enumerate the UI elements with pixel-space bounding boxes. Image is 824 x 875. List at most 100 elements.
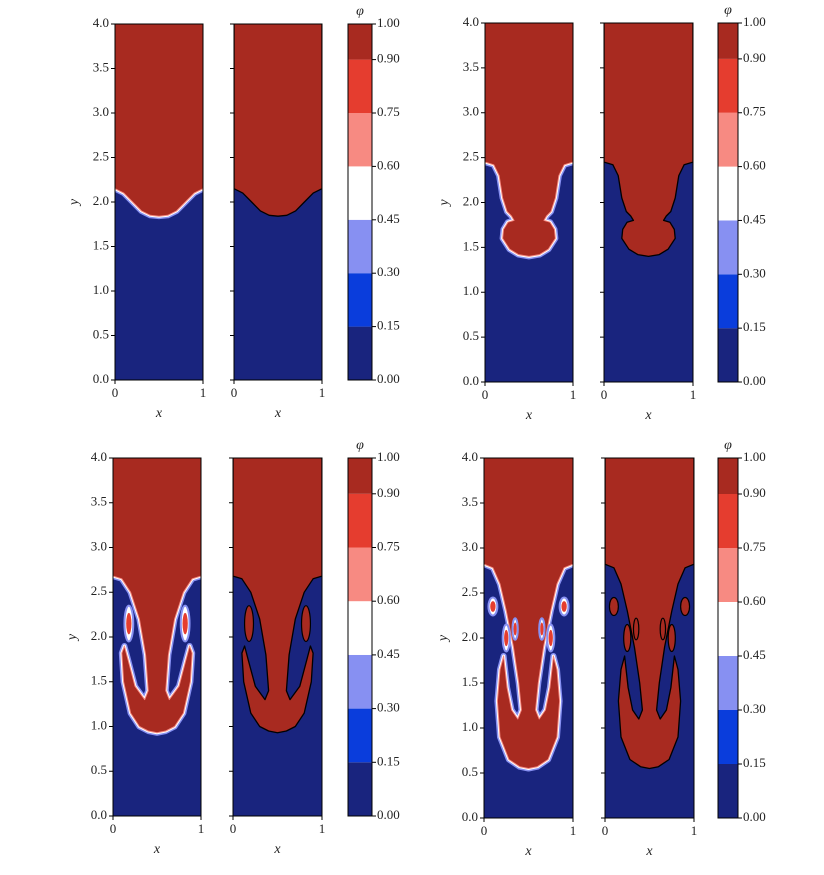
y-tick-label: 4.0	[93, 15, 109, 30]
y-tick-label: 1.5	[93, 237, 109, 252]
x-tick-label: 0	[110, 821, 117, 836]
colorbar-level	[348, 458, 372, 494]
y-tick-label: 3.0	[463, 104, 479, 119]
colorbar-tick-label: 0.00	[743, 373, 766, 388]
x-axis-label: x	[155, 406, 163, 421]
x-tick-label: 0	[482, 387, 489, 402]
droplet	[243, 605, 255, 643]
light-fluid	[233, 458, 322, 734]
colorbar-level	[348, 547, 372, 602]
colorbar-tick-label: 0.60	[377, 157, 400, 172]
x-tick-label: 0	[602, 823, 609, 838]
colorbar-tick-label: 0.60	[743, 158, 766, 173]
y-tick-label: 1.5	[462, 674, 478, 689]
y-axis-label: y	[65, 633, 80, 642]
colorbar-tick-label: 0.90	[743, 485, 766, 500]
colorbar-label: φ	[356, 438, 364, 453]
y-tick-label: 2.0	[91, 628, 107, 643]
x-axis-label: x	[645, 844, 653, 859]
colorbar-tick-label: 1.00	[743, 449, 766, 464]
colorbar-tick-label: 0.30	[377, 264, 400, 279]
colorbar-tick-label: 0.90	[377, 51, 400, 66]
x-axis-label: x	[153, 842, 161, 857]
colorbar-tick-label: 0.15	[743, 755, 766, 770]
colorbar-frame	[717, 22, 739, 383]
field	[113, 458, 201, 816]
x-tick-label: 1	[570, 823, 577, 838]
colorbar-level	[348, 762, 372, 816]
light-fluid	[604, 23, 693, 258]
colorbar-level	[348, 273, 372, 327]
light-fluid	[485, 23, 573, 257]
colorbar-level	[718, 23, 738, 59]
x-tick-label: 0	[112, 385, 119, 400]
y-tick-label: 0.0	[463, 373, 479, 388]
y-tick-label: 0.0	[91, 807, 107, 822]
x-tick-label: 1	[570, 387, 577, 402]
colorbar-level	[718, 656, 738, 710]
y-tick-label: 1.0	[91, 717, 107, 732]
x-tick-label: 1	[200, 385, 207, 400]
x-axis-label: x	[273, 842, 281, 857]
droplet	[126, 612, 132, 635]
y-tick-label: 2.5	[93, 148, 109, 163]
droplet	[623, 623, 632, 653]
droplet	[548, 629, 553, 647]
colorbar-level	[348, 708, 372, 763]
x-axis-label: x	[525, 408, 533, 423]
y-tick-label: 2.0	[93, 193, 109, 208]
y-tick-label: 0.0	[93, 371, 109, 386]
colorbar-tick-label: 0.75	[377, 538, 400, 553]
droplet	[659, 617, 667, 641]
colorbar-tick-label: 0.60	[743, 593, 766, 608]
light-fluid	[484, 458, 573, 769]
colorbar-level	[348, 654, 372, 709]
field	[115, 24, 203, 380]
colorbar-tick-label: 0.30	[377, 700, 400, 715]
x-tick-label: 1	[691, 823, 698, 838]
y-tick-label: 2.0	[463, 193, 479, 208]
colorbar-tick-label: 0.45	[377, 211, 400, 226]
field	[605, 458, 694, 818]
colorbar-level	[718, 166, 738, 221]
colorbar-level	[718, 58, 738, 113]
droplet	[300, 605, 312, 643]
y-tick-label: 1.0	[93, 282, 109, 297]
colorbar-level	[718, 710, 738, 764]
colorbar-frame	[347, 23, 373, 381]
y-tick-label: 1.0	[462, 719, 478, 734]
colorbar-frame	[717, 457, 739, 819]
colorbar-tick-label: 0.75	[377, 104, 400, 119]
y-tick-label: 0.5	[462, 764, 478, 779]
y-tick-label: 0.5	[93, 326, 109, 341]
droplet	[504, 629, 509, 647]
colorbar-level	[348, 493, 372, 548]
y-tick-label: 3.0	[93, 104, 109, 119]
colorbar-tick-label: 0.00	[377, 371, 400, 386]
droplet	[561, 601, 567, 612]
colorbar-tick-label: 0.30	[743, 265, 766, 280]
y-tick-label: 4.0	[462, 449, 478, 464]
colorbar-tick-label: 0.45	[743, 211, 766, 226]
y-tick-label: 4.0	[91, 449, 107, 464]
y-axis-label: y	[67, 198, 82, 207]
colorbar-tick-label: 0.30	[743, 701, 766, 716]
y-tick-label: 2.5	[91, 583, 107, 598]
field	[234, 24, 322, 380]
droplet	[490, 601, 496, 612]
colorbar-label: φ	[356, 4, 364, 19]
x-tick-label: 0	[481, 823, 488, 838]
colorbar-tick-label: 0.45	[743, 647, 766, 662]
y-tick-label: 3.5	[463, 59, 479, 74]
x-tick-label: 0	[230, 821, 237, 836]
colorbar-level	[718, 548, 738, 602]
droplet	[632, 617, 640, 641]
colorbar-level	[718, 112, 738, 167]
x-axis-label: x	[274, 406, 282, 421]
x-axis-label: x	[644, 408, 652, 423]
colorbar-level	[718, 764, 738, 818]
y-tick-label: 1.0	[463, 283, 479, 298]
colorbar-tick-label: 0.75	[743, 539, 766, 554]
colorbar-tick-label: 0.15	[743, 319, 766, 334]
